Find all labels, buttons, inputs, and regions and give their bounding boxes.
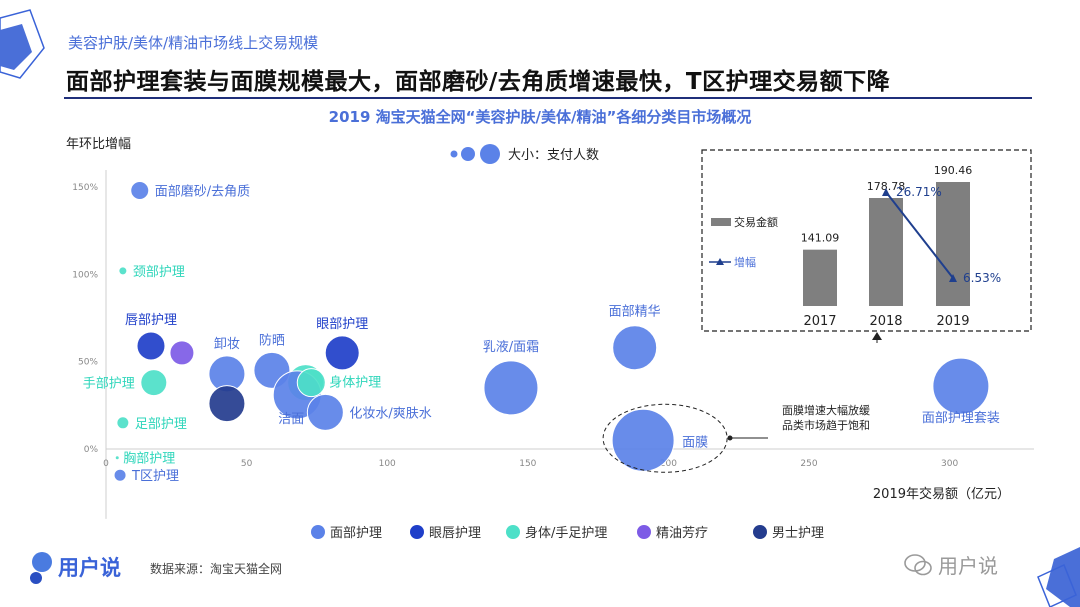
- data-point-bubble: [296, 368, 326, 398]
- data-point-label: 化妆水/爽肤水: [349, 406, 431, 421]
- data-point-label: 手部护理: [83, 377, 135, 392]
- data-point-label: 唇部护理: [125, 313, 177, 328]
- callout-ellipse: [602, 403, 728, 473]
- inset-legend-bar-label: 交易金额: [734, 215, 778, 229]
- category-legend-marker: [311, 525, 325, 539]
- y-tick-label: 100%: [72, 270, 98, 280]
- category-legend-marker: [637, 525, 651, 539]
- size-legend-dot-small: [450, 150, 458, 158]
- size-legend-dot-medium: [461, 147, 475, 161]
- data-point-bubble: [306, 393, 344, 431]
- callout-inset-arrowhead: [872, 332, 882, 340]
- y-axis-label: 年环比增幅: [66, 137, 131, 152]
- data-point-bubble: [612, 325, 658, 371]
- inset-legend-line-marker: [716, 258, 724, 265]
- category-legend-label: 面部护理: [330, 526, 382, 541]
- x-tick-label: 300: [941, 459, 958, 469]
- inset-growth-label: 6.53%: [963, 271, 1001, 285]
- inset-growth-line: [885, 191, 954, 279]
- data-point-label: 胸部护理: [123, 452, 175, 467]
- report-subtitle: 美容护肤/美体/精油市场线上交易规模: [68, 34, 319, 52]
- data-point-label: 眼部护理: [316, 317, 368, 332]
- data-point-label: 面部护理套装: [922, 410, 1000, 426]
- data-point-label: 洁面: [278, 412, 304, 427]
- size-legend-dot-large: [480, 144, 500, 164]
- size-legend-label: 大小：支付人数: [508, 148, 599, 163]
- inset-year-label: 2017: [803, 314, 836, 329]
- inset-bar: [803, 249, 837, 306]
- data-point-bubble: [324, 335, 360, 371]
- headline: 面部护理套装与面膜规模最大，面部磨砂/去角质增速最快，T区护理交易额下降: [66, 69, 891, 95]
- data-point-label: 卸妆: [214, 336, 240, 352]
- category-legend-marker: [753, 525, 767, 539]
- data-point-bubble: [113, 468, 127, 482]
- corner-decoration-top-left: [0, 9, 45, 79]
- category-legend-label: 精油芳疗: [656, 526, 708, 541]
- y-tick-label: 50%: [78, 358, 98, 368]
- data-point-bubble: [114, 455, 120, 461]
- inset-legend-line-label: 增幅: [734, 255, 756, 269]
- x-tick-label: 250: [800, 459, 817, 469]
- inset-growth-label: 26.71%: [896, 185, 942, 199]
- inset-bar-value-label: 141.09: [801, 232, 840, 245]
- data-point-bubble: [136, 331, 166, 361]
- data-point-label: T区护理: [131, 469, 179, 484]
- inset-bar-value-label: 190.46: [934, 164, 973, 177]
- brand-logo-icon: [24, 548, 52, 584]
- category-legend-marker: [410, 525, 424, 539]
- data-point-bubble: [118, 266, 128, 276]
- data-point-bubble: [169, 340, 195, 366]
- wechat-icon: [904, 554, 932, 576]
- headline-divider: [64, 97, 1032, 99]
- brand-name: 用户说: [58, 556, 121, 580]
- y-tick-label: 0%: [84, 445, 99, 455]
- category-legend-marker: [506, 525, 520, 539]
- data-point-bubble: [932, 357, 990, 415]
- inset-bar: [936, 182, 970, 306]
- data-point-label: 面部精华: [609, 305, 661, 320]
- x-axis-label: 2019年交易额（亿元）: [873, 486, 1010, 502]
- callout-leader-dot: [727, 435, 733, 441]
- x-tick-label: 100: [379, 459, 396, 469]
- data-point-label: 颈部护理: [133, 265, 185, 280]
- inset-legend-bar-swatch: [711, 218, 731, 226]
- corner-decoration-bottom-right: [1037, 547, 1080, 607]
- x-tick-label: 200: [660, 459, 677, 469]
- inset-year-label: 2019: [936, 314, 969, 329]
- data-source: 数据来源：淘宝天猫全网: [150, 562, 283, 576]
- x-tick-label: 50: [241, 459, 253, 469]
- category-legend-label: 身体/手足护理: [525, 525, 607, 541]
- data-point-label: 面部磨砂/去角质: [155, 184, 250, 199]
- category-legend-label: 男士护理: [772, 526, 824, 541]
- data-point-bubble: [208, 385, 246, 423]
- callout-annotation-line-2: 品类市场趋于饱和: [782, 418, 870, 432]
- data-point-bubble: [611, 408, 675, 472]
- data-point-label: 足部护理: [135, 417, 187, 432]
- data-point-bubble: [483, 360, 539, 416]
- inset-growth-marker: [882, 188, 890, 196]
- callout-annotation-line-1: 面膜增速大幅放缓: [782, 403, 870, 417]
- inset-bar: [869, 198, 903, 306]
- data-point-label: 乳液/面霜: [483, 340, 539, 355]
- data-point-bubble: [130, 180, 150, 200]
- data-point-bubble: [116, 416, 130, 430]
- inset-bar-value-label: 178.78: [867, 180, 906, 193]
- data-point-label: 防晒: [259, 332, 285, 348]
- x-tick-label: 0: [103, 459, 109, 469]
- chart-title: 2019 淘宝天猫全网“美容护肤/美体/精油”各细分类目市场概况: [328, 108, 752, 126]
- data-point-bubble: [140, 369, 168, 397]
- wechat-account-name: 用户说: [938, 554, 998, 578]
- inset-frame: [701, 149, 1032, 332]
- y-tick-label: 150%: [72, 183, 98, 193]
- x-tick-label: 150: [519, 459, 536, 469]
- data-point-label: 面膜: [682, 435, 708, 450]
- category-legend-label: 眼唇护理: [429, 526, 481, 541]
- data-point-label: 身体护理: [329, 375, 381, 391]
- inset-year-label: 2018: [869, 314, 902, 329]
- inset-growth-marker: [949, 274, 957, 282]
